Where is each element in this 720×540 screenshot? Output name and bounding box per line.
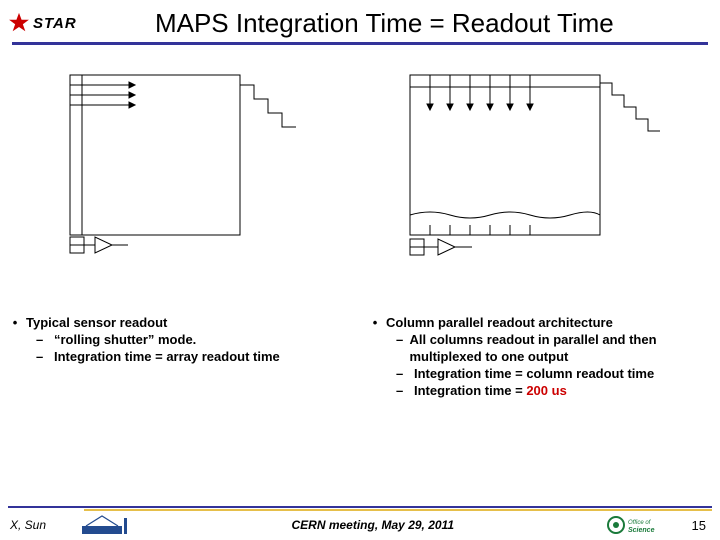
- bullet-text: Integration time = 200 us: [414, 383, 567, 400]
- bullet-text: “rolling shutter” mode.: [54, 332, 196, 349]
- office-of-science-icon: Office of Science: [606, 515, 680, 535]
- page-number: 15: [692, 518, 720, 533]
- highlight-text: 200 us: [526, 383, 566, 398]
- bullet-text: Typical sensor readout: [26, 315, 167, 332]
- bullet-dot: •: [364, 315, 386, 332]
- dash-icon: –: [396, 383, 414, 400]
- diagram-rolling-shutter: [40, 65, 330, 285]
- footer-rule-blue: [8, 506, 712, 508]
- bullets-row: • Typical sensor readout – “rolling shut…: [0, 305, 720, 399]
- bullet-text-prefix: Integration time =: [414, 383, 526, 398]
- header: STAR MAPS Integration Time = Readout Tim…: [0, 0, 720, 42]
- bullet-text: All columns readout in parallel and then…: [409, 332, 716, 366]
- bullet-text: Integration time = column readout time: [414, 366, 654, 383]
- dash-icon: –: [396, 366, 414, 383]
- dash-icon: –: [36, 332, 54, 349]
- footer: X, Sun CERN meeting, May 29, 2011 Office…: [0, 506, 720, 540]
- svg-text:Office of: Office of: [628, 520, 652, 526]
- diagram-column-parallel: [390, 65, 680, 285]
- dash-icon: –: [396, 332, 409, 366]
- logo-text: STAR: [33, 15, 77, 32]
- bullet-col-left: • Typical sensor readout – “rolling shut…: [4, 315, 356, 399]
- bullet-text: Column parallel readout architecture: [386, 315, 613, 332]
- lbnl-logo-icon: [80, 514, 140, 536]
- star-logo: STAR: [8, 12, 77, 34]
- slide-title: MAPS Integration Time = Readout Time: [77, 8, 712, 39]
- bullet-col-right: • Column parallel readout architecture –…: [364, 315, 716, 399]
- bullet-dot: •: [4, 315, 26, 332]
- meeting-text: CERN meeting, May 29, 2011: [140, 518, 606, 532]
- author-text: X, Sun: [0, 518, 80, 532]
- bullet-text: Integration time = array readout time: [54, 349, 280, 366]
- footer-rule-gold: [84, 509, 712, 511]
- dash-icon: –: [36, 349, 54, 366]
- diagrams-row: [0, 45, 720, 305]
- star-icon: [8, 12, 30, 34]
- svg-text:Science: Science: [628, 527, 655, 534]
